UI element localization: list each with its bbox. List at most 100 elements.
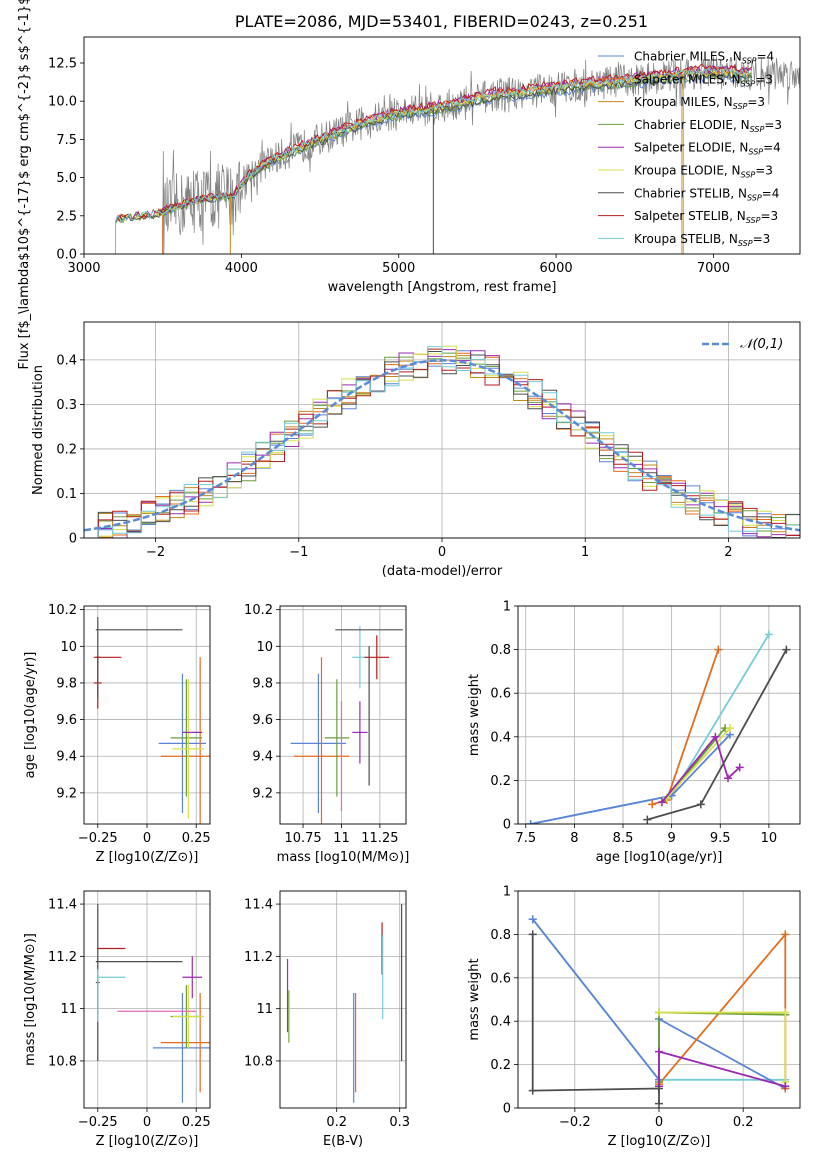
x-tick-label: −0.25 [78, 1115, 118, 1130]
legend-label-text: Salpeter MILES, N [634, 72, 741, 86]
x-axis-label: wavelength [Angstrom, rest frame] [328, 280, 557, 295]
series-line [661, 734, 741, 803]
axes-frame [517, 605, 801, 825]
errorbar-point [290, 673, 347, 814]
series-point-marker [526, 820, 535, 824]
y-tick-label: 0 [503, 1102, 511, 1117]
legend-entry-label: Kroupa MILES, NSSP=3 [634, 95, 765, 111]
legend-tail: =4 [762, 186, 780, 200]
legend-label-text: Chabrier STELIB, N [634, 186, 747, 200]
y-tick-label: 9.4 [56, 750, 77, 765]
legend-entry-label: Chabrier MILES, NSSP=4 [634, 50, 774, 66]
series-point-marker [655, 1084, 663, 1093]
plot-area-age_vs_mass [290, 626, 403, 824]
x-tick-label: 1 [581, 545, 589, 560]
legend-subscript: SSP [741, 79, 756, 88]
series-line [658, 1011, 786, 1082]
x-tick-label: 0 [143, 1115, 151, 1130]
series-line [530, 633, 770, 824]
legend-subscript: SSP [748, 148, 763, 157]
y-tick-label: 0.0 [56, 248, 77, 263]
y-tick-label: 11.2 [48, 950, 77, 965]
plot-area-age_vs_Z [93, 616, 210, 824]
x-tick-label: 4000 [225, 261, 258, 276]
x-tick-label: −2 [146, 545, 165, 560]
x-tick-label: −0.2 [559, 1115, 591, 1130]
series-line [658, 931, 787, 1089]
legend-label-text: Kroupa MILES, N [634, 95, 733, 109]
legend-entry-label: Salpeter STELIB, NSSP=3 [634, 209, 778, 225]
errorbar-point [352, 701, 368, 764]
legend-tail: =3 [760, 209, 778, 223]
y-axis-label: Normed distribution [31, 365, 46, 495]
series-point-marker [782, 645, 791, 654]
axes-massweight_vs_age: 7.5 8 8.5 9 9.5 10 0 0.2 0.4 0.6 0.8 1 age [log10(ag… [467, 600, 801, 865]
series-line [658, 1050, 786, 1088]
legend-entry-label: 𝒩(0,1) [740, 337, 783, 352]
y-tick-label: 0.2 [56, 442, 77, 457]
legend-subscript: SSP [750, 125, 765, 134]
series-point-marker [714, 645, 723, 654]
series-point-marker [725, 724, 734, 733]
y-tick-label: 0.2 [490, 774, 511, 789]
y-tick-label: 1 [503, 600, 511, 615]
y-axis-label: mass [log10(M/M⊙)] [23, 933, 38, 1066]
y-tick-label: 0 [503, 818, 511, 833]
legend-entry-label: Chabrier ELODIE, NSSP=3 [634, 118, 782, 134]
x-tick-label: 0.25 [182, 831, 211, 846]
y-tick-label: 0.2 [490, 1058, 511, 1073]
y-tick-label: 1 [503, 885, 511, 900]
axes-frame [83, 605, 211, 825]
plot-area-massweight_vs_Z [528, 915, 790, 1108]
y-tick-label: 11.2 [244, 950, 273, 965]
x-axis-label: (data-model)/error [382, 564, 503, 579]
errorbar-point [324, 679, 350, 797]
y-tick-label: 0.4 [490, 1015, 511, 1030]
residual-histogram [84, 346, 800, 538]
x-tick-label: 9 [668, 831, 676, 846]
x-tick-label: 10 [761, 831, 778, 846]
normal-curve [84, 359, 800, 532]
plot-area-mass_vs_ebv [286, 904, 403, 1103]
y-tick-label: 10 [60, 640, 77, 655]
y-tick-label: 10.2 [48, 603, 77, 618]
x-axis-label: Z [log10(Z/Z⊙)] [96, 1134, 199, 1149]
y-axis-label: age [log10(age/yr)] [23, 652, 38, 779]
axes-mass_vs_ebv: 0.2 0.3 10.8 11 11.2 11.4 E(B-V) [244, 890, 410, 1149]
legend-tail: =3 [747, 95, 765, 109]
series-point-marker [781, 930, 790, 939]
series-point-marker [764, 630, 773, 639]
axes-frame [279, 890, 407, 1109]
errorbar-point [364, 635, 390, 680]
x-tick-label: 6000 [540, 261, 573, 276]
x-tick-label: 3000 [67, 261, 100, 276]
legend-subscript: SSP [746, 216, 761, 225]
y-tick-label: 9.4 [252, 750, 273, 765]
plot-area-residuals [84, 345, 800, 538]
errorbar-point [172, 985, 205, 1048]
x-tick-label: 0.2 [326, 1115, 347, 1130]
series-point-marker [528, 915, 537, 924]
y-tick-label: 0.4 [56, 353, 77, 368]
errorbar-point [170, 679, 203, 797]
legend-entry-label: Salpeter ELODIE, NSSP=4 [634, 141, 781, 157]
legend-label-text: Chabrier ELODIE, N [634, 118, 750, 132]
series-point-marker [696, 800, 705, 809]
x-axis-label: mass [log10(M/M⊙)] [277, 850, 410, 865]
series-point-marker [655, 1047, 663, 1056]
series-point-marker [735, 763, 744, 772]
x-axis-label: Z [log10(Z/Z⊙)] [608, 1134, 711, 1149]
legend-subscript: SSP [733, 102, 748, 111]
y-tick-label: 11 [256, 1002, 273, 1017]
y-tick-label: 10 [256, 640, 273, 655]
legend-subscript: SSP [747, 193, 762, 202]
axes-age_vs_Z: −0.25 0 0.25 9.2 9.4 9.6 9.8 10 10.2 Z [log10(Z/Z… [23, 603, 211, 865]
legend-entry-label: Chabrier STELIB, NSSP=4 [634, 186, 779, 202]
figure-title: PLATE=2086, MJD=53401, FIBERID=0243, z=0… [234, 12, 649, 31]
y-tick-label: 5.0 [56, 171, 77, 186]
legend-entry-label: Kroupa ELODIE, NSSP=3 [634, 164, 773, 180]
plot-area-spectrum [115, 56, 800, 254]
axes-spectrum: 3000 4000 5000 6000 7000 0.0 2.5 5.0 7.5 10.0 12.5… [17, 0, 801, 369]
y-tick-label: 10.8 [48, 1054, 77, 1069]
x-tick-label: 9.5 [710, 831, 731, 846]
